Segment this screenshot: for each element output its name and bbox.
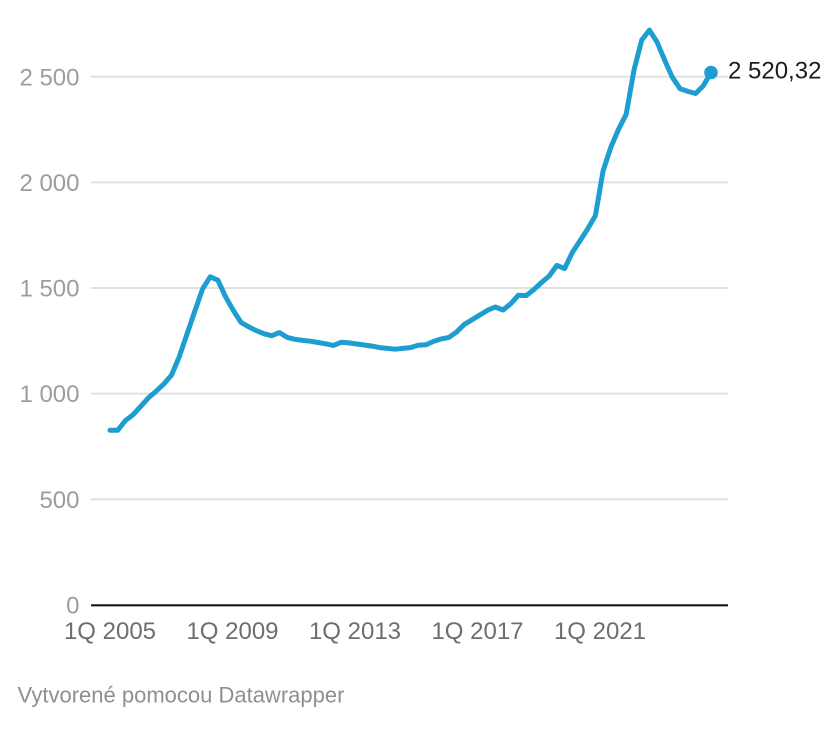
svg-text:2 520,32: 2 520,32 [728,58,821,85]
svg-text:1Q 2005: 1Q 2005 [64,618,156,645]
svg-text:Vytvorené pomocou Datawrapper: Vytvorené pomocou Datawrapper [18,683,345,708]
svg-text:2 000: 2 000 [19,170,79,197]
svg-text:1Q 2013: 1Q 2013 [309,618,401,645]
svg-text:1Q 2021: 1Q 2021 [554,618,646,645]
svg-text:500: 500 [39,487,79,514]
svg-text:1 500: 1 500 [19,276,79,303]
svg-text:2 500: 2 500 [19,64,79,91]
svg-text:1Q 2009: 1Q 2009 [186,618,278,645]
svg-text:0: 0 [66,593,79,620]
svg-text:1 000: 1 000 [19,381,79,408]
svg-text:1Q 2017: 1Q 2017 [431,618,523,645]
